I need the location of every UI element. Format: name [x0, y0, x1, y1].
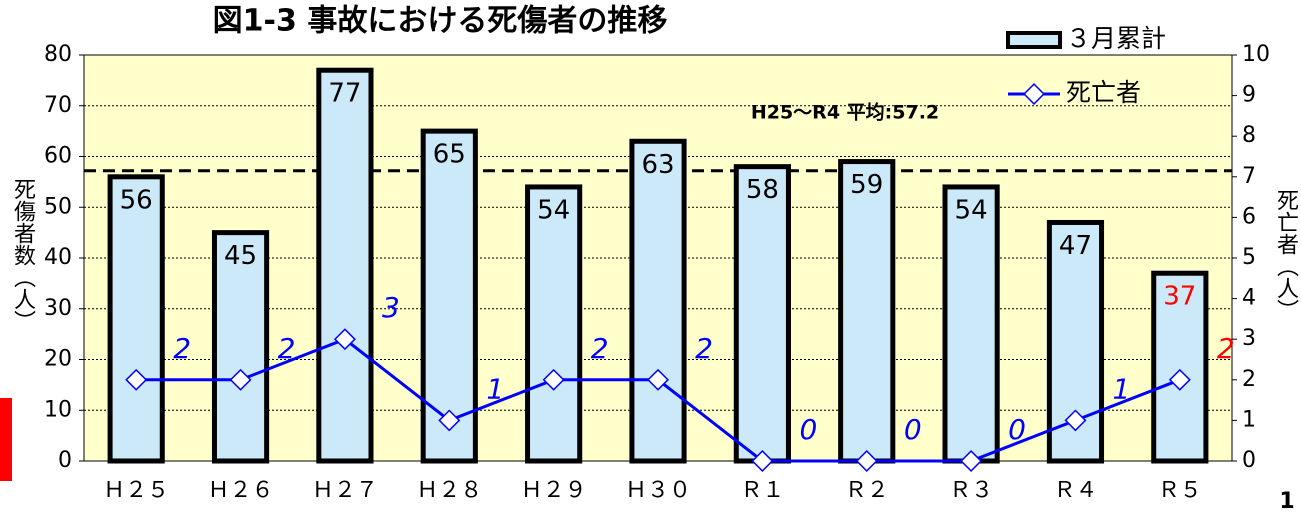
bar — [629, 138, 687, 464]
x-tick-label: Ｈ２６ — [208, 478, 274, 503]
line-value-label: 1 — [1113, 372, 1131, 405]
legend-label: ３月累計 — [1066, 24, 1166, 53]
line-marker — [1168, 368, 1191, 391]
y-tick-label: 20 — [44, 347, 72, 372]
line-marker — [125, 368, 148, 391]
y2-tick-label: 5 — [1242, 245, 1256, 270]
y-axis-label: 死傷者数（人） — [10, 178, 36, 332]
bar-value-label: 54 — [537, 195, 570, 225]
bar — [420, 128, 478, 464]
y2-tick-label: 0 — [1242, 448, 1256, 473]
line-value-label: 0 — [799, 413, 817, 446]
bar — [1046, 219, 1105, 464]
line-value-label: 3 — [382, 291, 400, 324]
y-tick-label: 60 — [44, 144, 72, 169]
y2-axis-label: 死亡者（人） — [1273, 189, 1299, 321]
bar — [838, 159, 896, 464]
line-value-label: 2 — [591, 332, 609, 365]
chart-title: 図1-3 事故における死傷者の推移 — [213, 4, 668, 39]
y2-tick-label: 9 — [1242, 83, 1256, 108]
x-tick-label: Ｒ１ — [740, 478, 784, 503]
y-tick-label: 40 — [44, 245, 72, 270]
page-number: 1 — [1279, 489, 1294, 512]
bar — [316, 67, 374, 464]
y-tick-label: 10 — [44, 397, 72, 422]
bar — [733, 164, 791, 464]
line-value-label: 2 — [1217, 332, 1235, 365]
x-tick-label: Ｈ２８ — [416, 478, 482, 503]
line-value-label: 2 — [173, 332, 191, 365]
x-tick-label: Ｒ３ — [949, 478, 993, 503]
side-marker — [0, 398, 12, 481]
y-tick-label: 0 — [58, 448, 72, 473]
line-marker — [855, 450, 878, 472]
x-tick-label: Ｈ２７ — [312, 478, 378, 503]
line-value-label: 2 — [278, 332, 296, 365]
y2-tick-label: 1 — [1242, 407, 1256, 432]
y2-tick-label: 3 — [1242, 326, 1256, 351]
x-tick-label: Ｒ４ — [1053, 478, 1097, 503]
line-value-label: 0 — [904, 413, 922, 446]
y2-tick-label: 10 — [1242, 42, 1270, 67]
average-label: H25～R4 平均:57.2 — [751, 101, 939, 124]
x-tick-label: Ｈ３０ — [625, 478, 691, 503]
legend-swatch — [1006, 31, 1062, 49]
y2-tick-label: 2 — [1242, 367, 1256, 392]
bar-value-label: 56 — [120, 185, 153, 215]
line-marker — [647, 368, 669, 391]
line-value-label: 0 — [1008, 413, 1026, 446]
y2-tick-label: 4 — [1242, 286, 1256, 311]
bar-value-label: 65 — [433, 140, 466, 170]
line-value-label: 1 — [486, 372, 504, 405]
line-marker — [1064, 409, 1087, 432]
bar — [107, 174, 165, 464]
bar-value-label: 54 — [955, 195, 988, 225]
y-tick-label: 50 — [44, 194, 72, 219]
bar — [525, 184, 583, 464]
line-marker — [960, 450, 983, 472]
y2-tick-label: 8 — [1242, 123, 1256, 148]
x-tick-label: Ｒ５ — [1158, 478, 1202, 503]
x-tick-label: Ｒ２ — [845, 478, 889, 503]
bar — [211, 230, 270, 464]
line-marker — [333, 328, 356, 351]
bar-value-label: 58 — [746, 175, 779, 205]
line-value-label: 2 — [695, 332, 713, 365]
legend-label: 死亡者 — [1066, 78, 1141, 107]
bar — [942, 184, 1000, 464]
line-marker — [751, 450, 774, 472]
y2-tick-label: 6 — [1242, 204, 1256, 229]
bar-value-label: 63 — [641, 150, 674, 180]
legend-swatch — [1023, 83, 1045, 105]
bar-value-label: 45 — [224, 241, 257, 271]
bar-value-label: 77 — [328, 79, 361, 109]
y-tick-label: 80 — [44, 42, 72, 67]
y2-tick-label: 7 — [1242, 164, 1256, 189]
line-marker — [438, 409, 461, 432]
y-tick-label: 70 — [44, 93, 72, 118]
bar — [1151, 270, 1209, 464]
line-marker — [542, 368, 565, 391]
x-tick-label: Ｈ２５ — [103, 478, 169, 503]
y-tick-label: 30 — [44, 296, 72, 321]
line-marker — [229, 368, 252, 391]
x-tick-label: Ｈ２９ — [521, 478, 587, 503]
bar-value-label: 47 — [1059, 231, 1092, 261]
bar-value-label: 59 — [850, 170, 883, 200]
bar-value-label: 37 — [1163, 282, 1196, 312]
